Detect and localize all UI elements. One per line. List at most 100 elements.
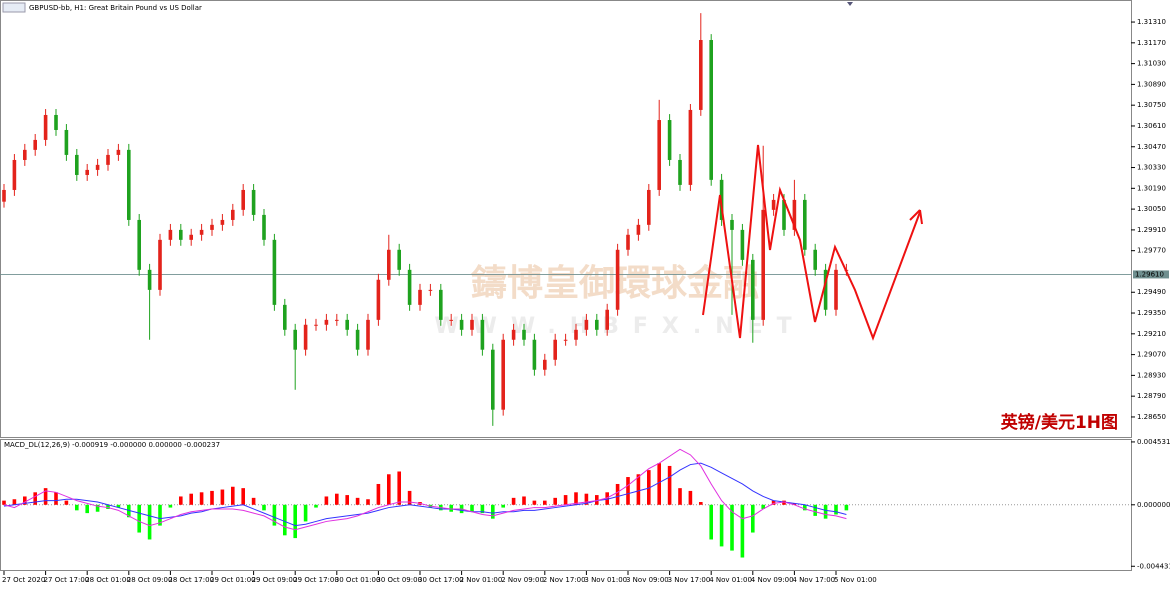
y-tick-label: 1.28650 (1137, 413, 1166, 421)
candle-body (387, 249, 391, 280)
macd-bar (85, 504, 89, 514)
candle-body (43, 114, 48, 140)
candle-body (199, 229, 204, 235)
y-tick-label: 1.29210 (1137, 330, 1166, 338)
y-tick-label: -0.004431 (1137, 562, 1170, 570)
x-tick-label: 3 Nov 01:00 (584, 576, 627, 584)
y-tick-label: 1.30330 (1137, 164, 1166, 172)
candle-body (85, 169, 89, 175)
macd-title: MACD_DL(12,26,9) -0.000919 -0.000000 0.0… (4, 441, 220, 449)
candle-body (33, 139, 37, 150)
plot: 1.31310 1.31170 1.31030 1.30890 1.30750 1.306… (0, 13, 1170, 584)
arrow-head (909, 209, 923, 225)
macd-bar (293, 504, 297, 539)
candle-body (459, 319, 464, 330)
macd-bar (127, 504, 131, 518)
candle-body (595, 319, 599, 330)
price-frame (0, 0, 1132, 438)
candle-body (605, 309, 609, 330)
candle-body (293, 329, 297, 350)
current-price-label: 1.29610 (1135, 270, 1164, 278)
candle-body (553, 339, 557, 360)
macd-bar (792, 503, 797, 505)
macd-bar (636, 474, 641, 505)
macd-bar (553, 497, 557, 505)
candle-body (283, 304, 287, 330)
candle-body (667, 120, 672, 160)
macd-bar (366, 499, 370, 505)
macd-bar (43, 488, 48, 505)
x-tick-label: 4 Nov 09:00 (751, 576, 794, 584)
candle-body (376, 279, 381, 320)
candle-body (158, 239, 162, 290)
candle-body (137, 219, 141, 270)
x-tick-label: 2 Nov 09:00 (501, 576, 544, 584)
y-tick-label: 1.30610 (1137, 122, 1166, 130)
macd-bar (699, 502, 703, 505)
candle-body (563, 339, 568, 341)
y-tick-label: 1.28790 (1137, 392, 1166, 400)
y-tick-label: 1.30190 (1137, 184, 1166, 192)
y-tick-label: 1.29490 (1137, 288, 1166, 296)
macd-bar (23, 496, 27, 505)
macd-bar (387, 474, 391, 505)
candle-body (657, 120, 661, 190)
macd-bar (179, 496, 183, 505)
candle-body (116, 149, 121, 155)
macd-bar (678, 488, 682, 505)
candle-body (147, 269, 152, 290)
candle-body (324, 319, 329, 325)
macd-bar (563, 495, 568, 505)
x-tick-label: 28 Oct 09:00 (127, 576, 173, 584)
y-tick-label: 1.30470 (1137, 143, 1166, 151)
candle-body (574, 329, 578, 340)
macd-line (3, 448, 847, 531)
y-tick-label: 1.30750 (1137, 101, 1166, 109)
candle-body (730, 219, 734, 230)
y-tick-label: 1.31310 (1137, 18, 1166, 26)
macd-bar (283, 504, 287, 536)
macd-bar (470, 504, 474, 512)
x-tick-label: 3 Nov 17:00 (668, 576, 711, 584)
macd-bar (75, 504, 79, 511)
candle-body (95, 164, 100, 170)
x-tick-label: 27 Oct 17:00 (44, 576, 90, 584)
macd-bar (231, 486, 235, 505)
candle-body (272, 239, 277, 305)
candle-body (418, 289, 422, 305)
candle-body (366, 319, 370, 350)
macd-bar (823, 504, 828, 519)
candle-body (522, 329, 526, 340)
macd-bar (834, 504, 838, 515)
y-tick-label: 1.29770 (1137, 247, 1166, 255)
candle-body (751, 259, 755, 320)
macd-bar (709, 504, 713, 540)
candle-body (397, 249, 401, 270)
watermark-url: WWW.HBFX.NET (434, 314, 805, 339)
macd-bar (574, 492, 578, 505)
macd-bar (449, 504, 453, 512)
x-tick-label: 30 Oct 09:00 (376, 576, 422, 584)
macd-bar (626, 477, 630, 505)
candle-body (335, 319, 339, 321)
candle-body (761, 209, 765, 320)
macd-bar (168, 504, 173, 508)
candle-body (771, 199, 776, 210)
y-tick-label: 0.000000 (1137, 501, 1170, 509)
candle-body (303, 324, 308, 350)
forecast-arrow (702, 144, 921, 341)
candle-body (647, 189, 651, 225)
macd-bar (12, 499, 17, 505)
candle-body (127, 149, 131, 220)
x-tick-label: 30 Oct 17:00 (418, 576, 464, 584)
candle-body (699, 40, 703, 110)
candle-body (678, 159, 682, 185)
macd-bar (615, 483, 620, 505)
macd-bar (751, 504, 755, 533)
symbol-icon (2, 2, 26, 13)
x-tick-label: 29 Oct 09:00 (252, 576, 298, 584)
macd-bar (2, 500, 6, 505)
macd-bar (595, 495, 599, 505)
candle-body (688, 109, 693, 185)
